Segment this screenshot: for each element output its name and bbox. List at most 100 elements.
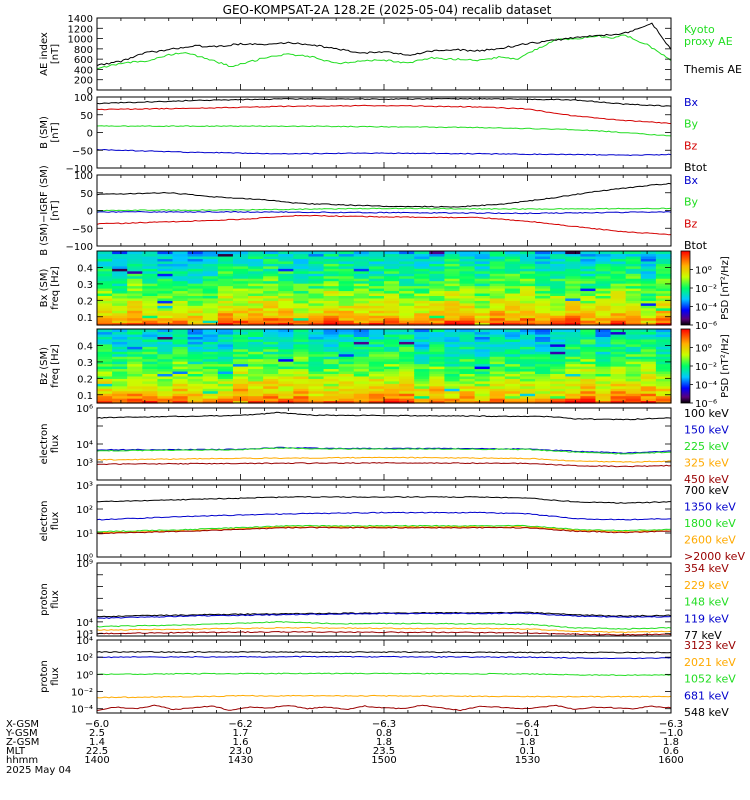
spectrogram-cell bbox=[248, 278, 264, 282]
spectrogram-cell bbox=[565, 263, 581, 267]
spectrogram-cell bbox=[580, 295, 597, 299]
spectrogram-cell bbox=[610, 278, 627, 282]
time-axis-value: 23.0 bbox=[229, 746, 251, 757]
spectrogram-cell bbox=[263, 385, 279, 389]
spectrogram-cell bbox=[232, 258, 249, 262]
spectrogram-cell bbox=[157, 307, 174, 311]
spectrogram-cell bbox=[384, 295, 400, 299]
spectrogram-cell bbox=[504, 317, 521, 321]
spectrogram-cell bbox=[640, 380, 657, 384]
spectrogram-cell bbox=[565, 351, 581, 355]
spectrogram-cell bbox=[429, 343, 446, 347]
spectrogram-cell bbox=[353, 336, 370, 340]
spectrogram-cell bbox=[308, 312, 325, 316]
spectrogram-cell bbox=[172, 353, 189, 357]
spectrogram-cell bbox=[187, 370, 204, 374]
spectrogram-cell bbox=[429, 363, 446, 367]
spectrogram-cell bbox=[323, 315, 340, 319]
spectrogram-cell bbox=[504, 273, 521, 277]
spectrogram-cell bbox=[414, 346, 430, 350]
spectrogram-cell bbox=[353, 346, 370, 350]
spectrogram-cell bbox=[399, 312, 415, 316]
spectrogram-cell bbox=[595, 383, 612, 387]
spectrogram-cell bbox=[640, 253, 657, 257]
spectrogram-cell bbox=[127, 373, 143, 377]
spectrogram-cell bbox=[459, 268, 476, 272]
spectrogram-cell bbox=[232, 348, 249, 352]
spectrogram-cell bbox=[368, 288, 385, 292]
spectrogram-cell bbox=[580, 283, 597, 287]
spectrogram-cell bbox=[444, 253, 461, 257]
spectrogram-cell bbox=[323, 373, 340, 377]
spectrogram-cell bbox=[202, 351, 219, 355]
spectrogram-cell bbox=[202, 315, 219, 319]
spectrogram-cell bbox=[580, 356, 597, 360]
spectrogram-cell bbox=[565, 368, 581, 372]
spectrogram-cell bbox=[97, 310, 113, 314]
spectrogram-cell bbox=[368, 368, 385, 372]
spectrogram-cell bbox=[640, 370, 657, 374]
series-line bbox=[97, 34, 671, 70]
spectrogram-cell bbox=[489, 255, 506, 259]
legend-entry: By bbox=[684, 118, 699, 131]
spectrogram-cell bbox=[202, 378, 219, 382]
spectrogram-cell bbox=[97, 278, 113, 282]
spectrogram-cell bbox=[595, 370, 612, 374]
spectrogram-cell bbox=[323, 283, 340, 287]
spectrogram-cell bbox=[308, 268, 325, 272]
time-axis-row-label: hhmm bbox=[6, 755, 38, 766]
spectrogram-cell bbox=[595, 251, 612, 255]
series-line bbox=[97, 148, 671, 157]
spectrogram-cell bbox=[640, 343, 657, 347]
spectrogram-cell bbox=[217, 380, 234, 384]
spectrogram-cell bbox=[655, 310, 672, 314]
spectrogram-cell bbox=[308, 285, 325, 289]
spectrogram-cell bbox=[519, 270, 536, 274]
spectrogram-cell bbox=[112, 312, 128, 316]
spectrogram-cell bbox=[248, 285, 264, 289]
spectrogram-cell bbox=[565, 288, 581, 292]
spectrogram-cell bbox=[625, 290, 642, 294]
spectrogram-cell bbox=[263, 280, 279, 284]
spectrogram-cell bbox=[519, 378, 536, 382]
spectrogram-cell bbox=[474, 393, 491, 397]
spectrogram-cell bbox=[535, 278, 551, 282]
spectrogram-cell bbox=[187, 353, 204, 357]
spectrogram-cell bbox=[308, 292, 325, 296]
spectrogram-cell bbox=[217, 255, 234, 259]
spectrogram-cell bbox=[97, 307, 113, 311]
spectrogram-cell bbox=[248, 400, 264, 404]
spectrogram-cell bbox=[232, 338, 249, 342]
spectrogram-cell bbox=[248, 331, 264, 335]
spectrogram-cell bbox=[625, 375, 642, 379]
spectrogram-cell bbox=[353, 390, 370, 394]
spectrogram-cell bbox=[278, 375, 294, 379]
spectrogram-cell bbox=[625, 253, 642, 257]
spectrogram-cell bbox=[112, 366, 128, 370]
spectrogram-cell bbox=[97, 292, 113, 296]
spectrogram-cell bbox=[550, 346, 566, 350]
spectrogram-cell bbox=[217, 268, 234, 272]
spectrogram-cell bbox=[172, 343, 189, 347]
spectrogram-cell bbox=[414, 317, 430, 321]
plot-frame bbox=[96, 17, 672, 91]
spectrogram-cell bbox=[368, 393, 385, 397]
spectrogram-cell bbox=[384, 297, 400, 301]
spectrogram-cell bbox=[444, 351, 461, 355]
spectrogram-cell bbox=[142, 336, 159, 340]
spectrogram-cell bbox=[263, 351, 279, 355]
y-tick-label: 10⁹ bbox=[76, 559, 93, 570]
spectrogram-cell bbox=[535, 258, 551, 262]
spectrogram-cell bbox=[595, 336, 612, 340]
spectrogram-cell bbox=[308, 253, 325, 257]
spectrogram-cell bbox=[248, 265, 264, 269]
spectrogram-cell bbox=[444, 263, 461, 267]
spectrogram-cell bbox=[127, 358, 143, 362]
spectrogram-cell bbox=[399, 320, 415, 324]
legend-entry: Bx bbox=[684, 96, 699, 109]
spectrogram-cell bbox=[429, 383, 446, 387]
spectrogram-cell bbox=[323, 341, 340, 345]
spectrogram-cell bbox=[293, 398, 310, 402]
spectrogram-cell bbox=[323, 288, 340, 292]
